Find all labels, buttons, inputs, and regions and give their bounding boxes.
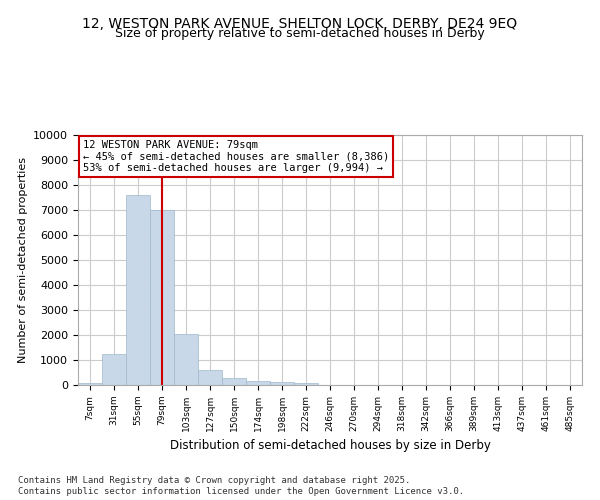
Text: Size of property relative to semi-detached houses in Derby: Size of property relative to semi-detach… [115,28,485,40]
Text: 12, WESTON PARK AVENUE, SHELTON LOCK, DERBY, DE24 9EQ: 12, WESTON PARK AVENUE, SHELTON LOCK, DE… [82,18,518,32]
Bar [222,378,246,385]
Bar [126,195,150,385]
Bar [150,210,174,385]
Bar [246,381,270,385]
Bar [102,354,126,385]
Bar [198,370,222,385]
Text: Contains public sector information licensed under the Open Government Licence v3: Contains public sector information licen… [18,488,464,496]
X-axis label: Distribution of semi-detached houses by size in Derby: Distribution of semi-detached houses by … [170,440,490,452]
Bar [174,334,198,385]
Bar [78,383,102,385]
Y-axis label: Number of semi-detached properties: Number of semi-detached properties [18,157,28,363]
Text: 12 WESTON PARK AVENUE: 79sqm
← 45% of semi-detached houses are smaller (8,386)
5: 12 WESTON PARK AVENUE: 79sqm ← 45% of se… [83,140,389,173]
Bar [270,382,294,385]
Bar [294,382,318,385]
Text: Contains HM Land Registry data © Crown copyright and database right 2025.: Contains HM Land Registry data © Crown c… [18,476,410,485]
